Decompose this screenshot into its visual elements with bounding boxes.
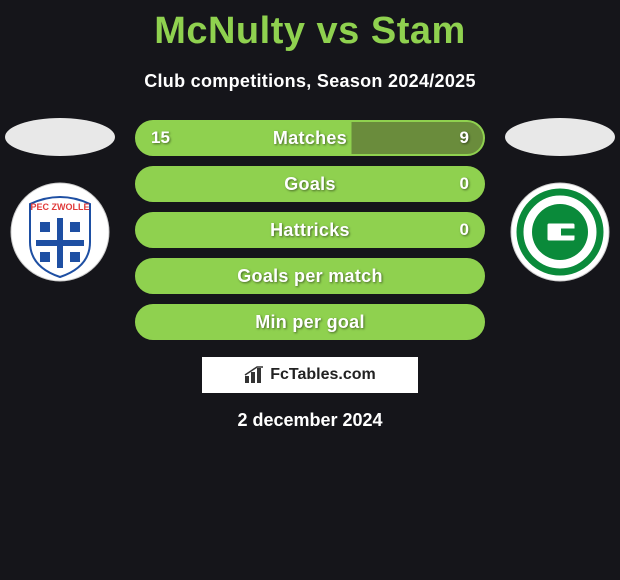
stat-label: Matches [273, 128, 347, 149]
club-logo-right [510, 182, 610, 282]
club-right [500, 118, 620, 282]
club-left: PEC ZWOLLE [0, 118, 120, 282]
stat-label: Min per goal [255, 312, 365, 333]
stat-row: Hattricks 0 [135, 212, 485, 248]
svg-text:PEC ZWOLLE: PEC ZWOLLE [31, 202, 90, 212]
stat-row: Goals 0 [135, 166, 485, 202]
stat-row: Min per goal [135, 304, 485, 340]
subtitle: Club competitions, Season 2024/2025 [0, 71, 620, 92]
stat-label: Hattricks [270, 220, 350, 241]
stat-row: Goals per match [135, 258, 485, 294]
chart-icon [244, 366, 266, 384]
player-oval-right [505, 118, 615, 156]
stats-table: 15 Matches 9 Goals 0 Hattricks 0 Goals per matc… [135, 120, 485, 350]
date-text: 2 december 2024 [0, 410, 620, 431]
stat-label: Goals [284, 174, 336, 195]
page-title: McNulty vs Stam [0, 0, 620, 53]
stat-value-right: 0 [460, 220, 469, 240]
stat-value-right: 0 [460, 174, 469, 194]
stat-value-right: 9 [460, 128, 469, 148]
player-oval-left [5, 118, 115, 156]
stat-value-left: 15 [151, 128, 170, 148]
watermark: FcTables.com [202, 357, 418, 393]
watermark-text: FcTables.com [270, 366, 376, 384]
stat-row: 15 Matches 9 [135, 120, 485, 156]
stat-label: Goals per match [237, 266, 383, 287]
club-logo-left: PEC ZWOLLE [10, 182, 110, 282]
